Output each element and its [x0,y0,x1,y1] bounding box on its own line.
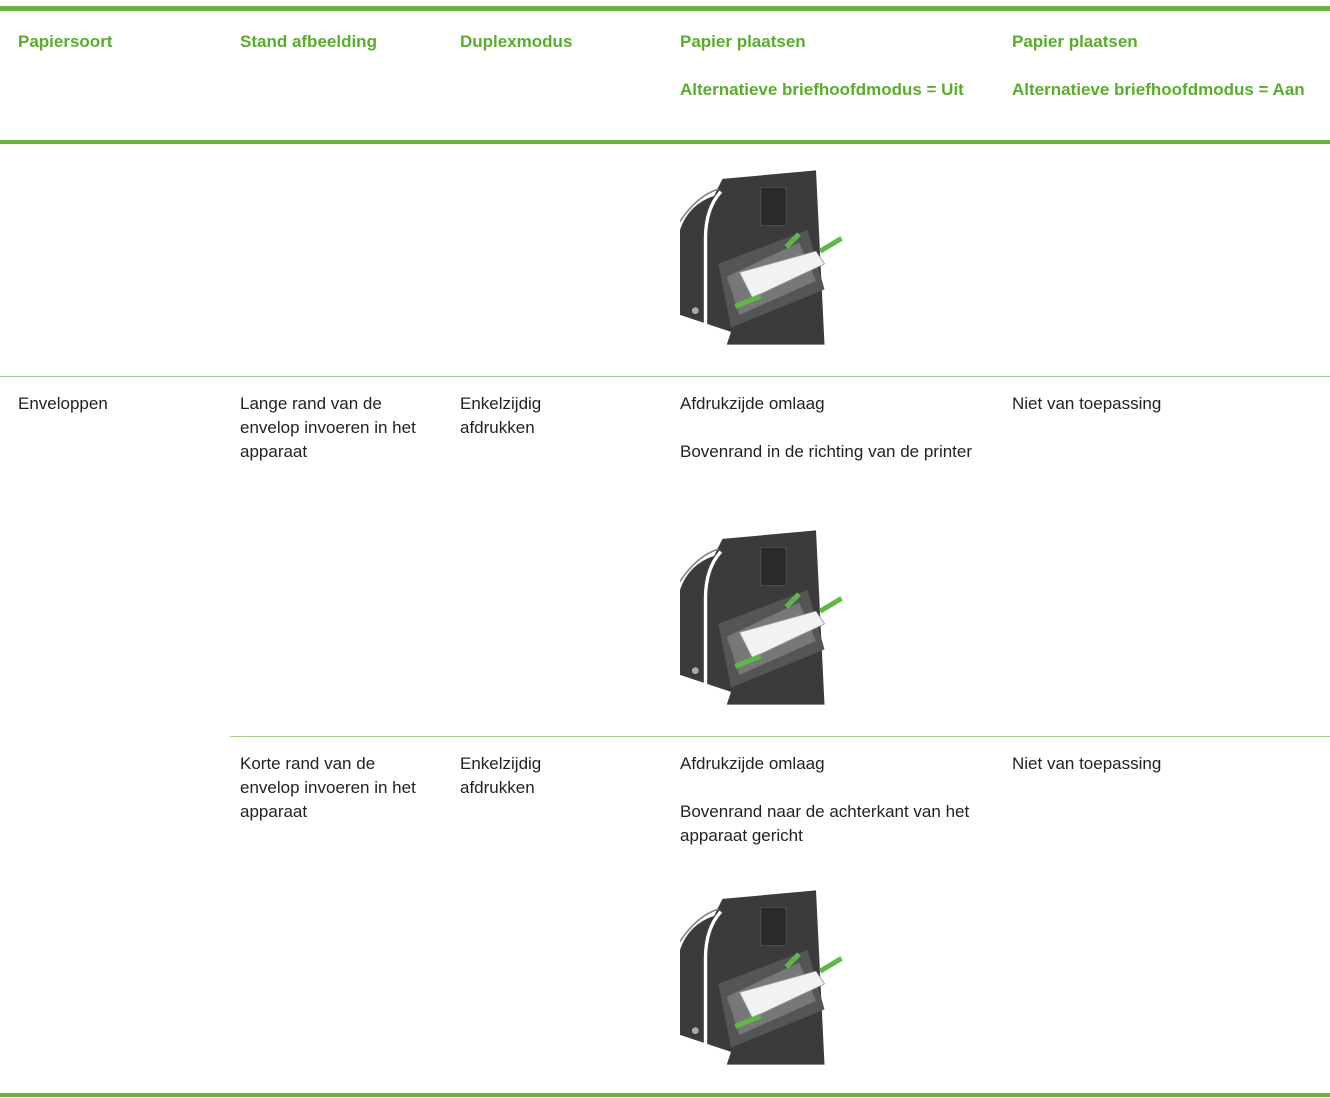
cell: Bovenrand naar de achterkant van het app… [680,802,970,845]
header-subtitle: Alternatieve briefhoofdmodus = Aan [1012,80,1305,99]
printer-illustration [680,155,850,360]
cell: Niet van toepassing [1012,394,1162,413]
row-rule [0,376,1330,377]
cell: Bovenrand in de richting van de printer [680,442,973,461]
cell: Enveloppen [18,394,108,413]
cell: Lange rand van de envelop invoeren in he… [240,394,416,461]
header-cell: Papiersoort [18,32,113,51]
header-cell: Papier plaatsen [1012,32,1138,51]
row-rule [230,736,1330,737]
header-subtitle: Alternatieve briefhoofdmodus = Uit [680,80,964,99]
cell: Niet van toepassing [1012,754,1162,773]
cell: Afdrukzijde omlaag [680,394,825,413]
cell: Korte rand van de envelop invoeren in he… [240,754,416,821]
cell: Enkelzijdig afdrukken [460,394,542,437]
cell: Afdrukzijde omlaag [680,754,825,773]
bottom-rule [0,1093,1330,1097]
cell: Enkelzijdig afdrukken [460,754,542,797]
printer-illustration [680,515,850,720]
header-cell: Papier plaatsen [680,32,806,51]
header-cell: Stand afbeelding [240,32,377,51]
top-rule [0,6,1330,11]
printer-illustration [680,875,850,1080]
header-cell: Duplexmodus [460,32,573,51]
header-rule [0,140,1330,144]
